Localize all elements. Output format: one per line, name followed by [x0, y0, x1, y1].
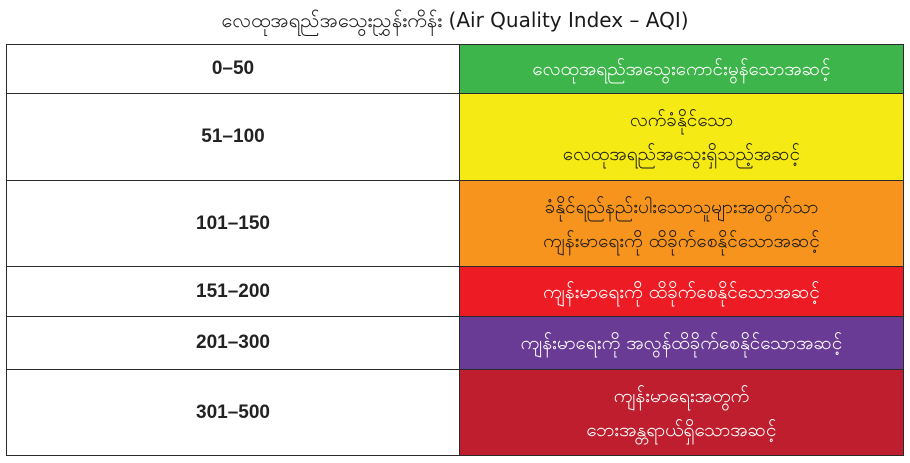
- aqi-level-cell: ကျန်းမာရေးကို အလွန်ထိခိုက်စေနိုင်သောအဆင့…: [459, 316, 904, 370]
- aqi-level-cell: ခံနိုင်ရည်နည်းပါးသောသူများအတွက်သာကျန်းမာ…: [459, 180, 904, 267]
- aqi-table: 0–50 လေထုအရည်အသွေးကောင်းမွန်သောအဆင့် 51–10…: [6, 44, 904, 456]
- aqi-level-text: ကျန်းမာရေးကို အလွန်ထိခိုက်စေနိုင်သောအဆင့…: [520, 332, 843, 354]
- aqi-level-text: ခံနိုင်ရည်နည်းပါးသောသူများအတွက်သာ: [544, 195, 819, 218]
- aqi-range-cell: 51–100: [6, 93, 460, 181]
- aqi-level-cell: လက်ခံနိုင်သောလေထုအရည်အသွေးရှိသည့်အဆင့်: [459, 93, 904, 181]
- aqi-range-cell: 0–50: [6, 44, 460, 94]
- table-row: 0–50 လေထုအရည်အသွေးကောင်းမွန်သောအဆင့်: [6, 44, 904, 94]
- table-row: 201–300 ကျန်းမာရေးကို အလွန်ထိခိုက်စေနိုင်…: [6, 316, 904, 370]
- aqi-level-cell: လေထုအရည်အသွေးကောင်းမွန်သောအဆင့်: [459, 44, 904, 94]
- table-title: လေထုအရည်အသွေးညွှန်းကိန်း (Air Quality In…: [221, 8, 689, 32]
- table-row: 101–150 ခံနိုင်ရည်နည်းပါးသောသူများအတွက်သာ…: [6, 180, 904, 267]
- aqi-level-text: ဘေးအန္တရာယ်ရှိသောအဆင့်: [586, 418, 777, 441]
- table-row: 151–200 ကျန်းမာရေးကို ထိခိုက်စေနိုင်သောအဆ…: [6, 266, 904, 317]
- aqi-level-cell: ကျန်းမာရေးအတွက်ဘေးအန္တရာယ်ရှိသောအဆင့်: [459, 369, 904, 456]
- aqi-level-cell: ကျန်းမာရေးကို ထိခိုက်စေနိုင်သောအဆင့်: [459, 266, 904, 317]
- aqi-level-text: ကျန်းမာရေးအတွက်: [613, 384, 750, 407]
- aqi-level-text: လက်ခံနိုင်သော: [629, 109, 734, 131]
- aqi-range-cell: 201–300: [6, 316, 460, 370]
- aqi-range-cell: 101–150: [6, 180, 460, 267]
- aqi-level-text: ကျန်းမာရေးကို ထိခိုက်စေနိုင်သောအဆင့်: [543, 280, 820, 303]
- aqi-range-cell: 301–500: [6, 369, 460, 456]
- aqi-level-text: လေထုအရည်အသွေးရှိသည့်အဆင့်: [562, 143, 801, 165]
- aqi-level-text: လေထုအရည်အသွေးကောင်းမွန်သောအဆင့်: [532, 58, 831, 80]
- table-row: 301–500 ကျန်းမာရေးအတွက် ဘေးအန္တရာယ်ရှိသောအ…: [6, 369, 904, 456]
- table-row: 51–100 လက်ခံနိုင်သော လေထုအရည်အသွေးရှိသည့်အ…: [6, 93, 904, 181]
- aqi-level-text: ကျန်းမာရေးကို ထိခိုက်စေနိုင်သောအဆင့်: [543, 229, 820, 252]
- aqi-range-cell: 151–200: [6, 266, 460, 317]
